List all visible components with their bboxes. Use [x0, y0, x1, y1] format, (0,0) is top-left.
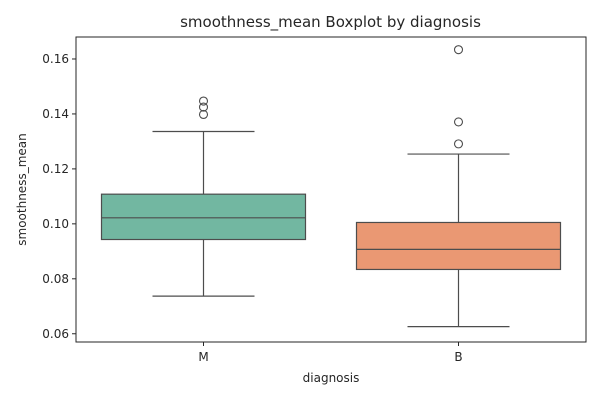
- plot-frame: [75, 36, 587, 343]
- y-axis-label: smoothness_mean: [15, 133, 29, 245]
- y-tick-label: 0.08: [42, 272, 69, 286]
- x-tick-label: B: [454, 350, 462, 364]
- y-tick-label: 0.14: [42, 107, 69, 121]
- plot-area: 0.06 0.08 0.10 0.12 0.14 0.16 M B: [42, 45, 562, 364]
- outlier-point-b: [453, 45, 464, 55]
- outlier-point-m: [198, 109, 209, 120]
- outlier-point-b: [453, 139, 464, 149]
- y-tick-label: 0.12: [42, 162, 69, 176]
- box-b: [355, 221, 562, 271]
- box-m: [100, 193, 307, 241]
- outlier-point-b: [453, 117, 464, 127]
- chart-title: smoothness_mean Boxplot by diagnosis: [180, 13, 481, 32]
- outlier-point-m: [198, 102, 209, 112]
- y-tick-label: 0.10: [42, 217, 69, 231]
- x-axis-label: diagnosis: [303, 371, 360, 385]
- y-tick-label: 0.16: [42, 52, 69, 66]
- x-tick-label: M: [198, 350, 208, 364]
- y-tick-label: 0.06: [42, 327, 69, 341]
- outlier-point-m: [198, 96, 209, 106]
